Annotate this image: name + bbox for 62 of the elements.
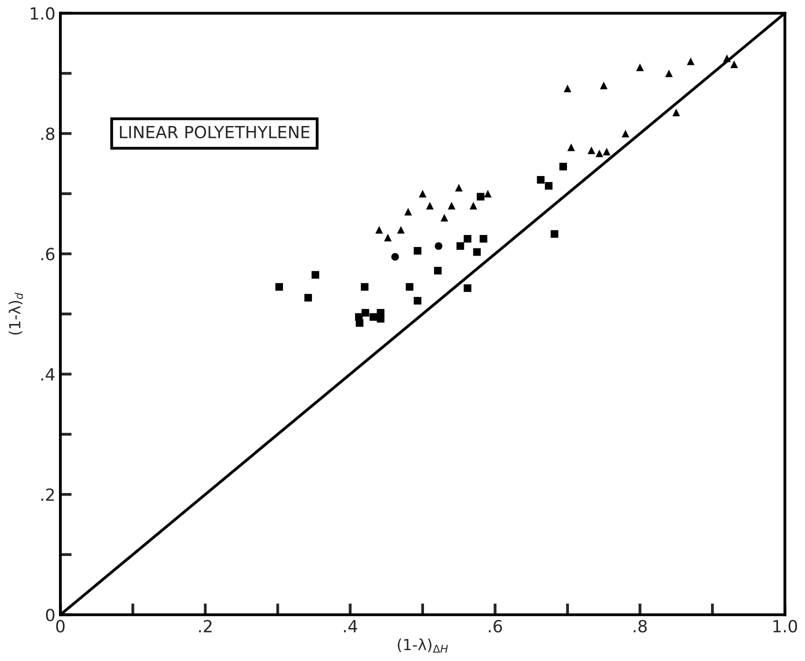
point bbox=[622, 130, 630, 138]
point bbox=[375, 226, 383, 234]
point bbox=[686, 58, 694, 66]
point bbox=[470, 202, 478, 210]
point bbox=[414, 296, 422, 305]
point bbox=[406, 283, 414, 291]
point bbox=[567, 144, 575, 152]
point bbox=[304, 294, 312, 302]
point bbox=[588, 146, 596, 154]
point bbox=[550, 230, 558, 238]
x-tick-label: 0 bbox=[56, 620, 65, 632]
y-tick-label: 0 bbox=[46, 608, 54, 622]
point bbox=[730, 60, 738, 68]
point bbox=[312, 271, 320, 279]
y-tick-label: .8 bbox=[41, 127, 54, 140]
y-axis-title: (1-λ)$_{d}$ bbox=[8, 292, 23, 335]
point bbox=[602, 148, 610, 156]
point bbox=[596, 150, 604, 158]
point bbox=[559, 162, 567, 170]
point bbox=[536, 176, 545, 184]
point bbox=[370, 313, 378, 321]
point bbox=[356, 319, 364, 327]
point bbox=[376, 314, 384, 323]
point bbox=[404, 208, 412, 216]
point bbox=[275, 283, 283, 291]
y-tick-label: .4 bbox=[41, 368, 55, 380]
point bbox=[464, 284, 472, 292]
point bbox=[544, 182, 552, 190]
x-tick-label: .2 bbox=[199, 620, 212, 632]
annotation: LINEAR POLYETHYLENE bbox=[120, 126, 310, 138]
point bbox=[448, 202, 456, 210]
y-tick-label: .6 bbox=[41, 248, 54, 260]
y-tick-label: .2 bbox=[41, 488, 54, 501]
point bbox=[360, 283, 368, 291]
x-tick-label: 1.0 bbox=[773, 620, 798, 632]
point bbox=[456, 242, 464, 250]
point bbox=[473, 248, 481, 256]
point bbox=[480, 234, 488, 243]
point bbox=[455, 184, 463, 192]
point bbox=[464, 234, 472, 243]
point bbox=[418, 190, 426, 198]
point bbox=[636, 64, 644, 72]
x-axis-title: (1-λ)$_{ΔH}$ bbox=[398, 638, 448, 653]
point bbox=[414, 247, 422, 255]
point bbox=[476, 192, 484, 200]
point bbox=[600, 82, 608, 90]
point bbox=[672, 108, 680, 116]
point bbox=[484, 190, 492, 198]
x-tick-label: .6 bbox=[488, 620, 502, 632]
point bbox=[434, 266, 442, 274]
point bbox=[362, 308, 370, 317]
point bbox=[665, 70, 673, 78]
point bbox=[440, 214, 448, 222]
point bbox=[391, 253, 399, 261]
point bbox=[434, 242, 442, 250]
point bbox=[564, 84, 572, 92]
point bbox=[397, 226, 405, 234]
point bbox=[384, 234, 392, 242]
x-tick-label: .8 bbox=[634, 620, 647, 632]
x-tick-label: .4 bbox=[344, 620, 358, 632]
y-tick-label: 1.0 bbox=[30, 7, 54, 20]
point bbox=[426, 202, 434, 210]
